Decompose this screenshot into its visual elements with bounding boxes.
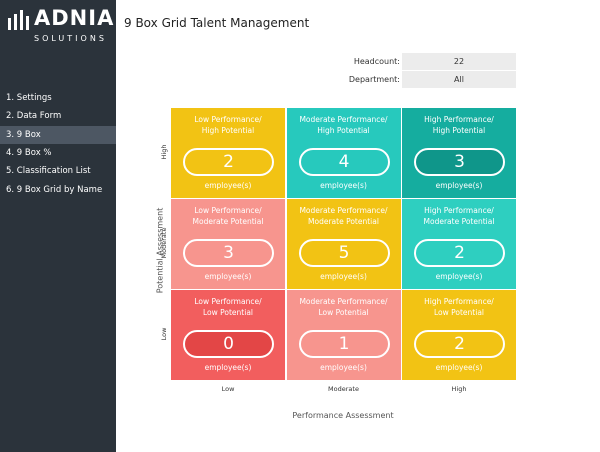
count: 4: [298, 148, 390, 176]
cell-title: Low Potential: [318, 308, 369, 317]
cell-title: Moderate Potential: [308, 217, 379, 226]
cell-title: High Performance/: [424, 115, 494, 124]
grid-cell: High Performance/High Potential 3 employee…: [402, 108, 516, 198]
x-axis-title: Performance Assessment: [292, 411, 394, 420]
cell-title: Moderate Potential: [192, 217, 264, 226]
cell-title: Low Performance/: [194, 115, 262, 124]
field-value: 22: [402, 53, 516, 70]
menu-item[interactable]: 1. Settings: [6, 93, 52, 103]
grid-cell: Low Performance/Moderate Potential 3 emplo…: [171, 199, 285, 289]
title: 9 Box Grid Talent Management: [124, 16, 310, 30]
grid-cell: Moderate Performance/Low Potential 1 emplo…: [286, 290, 401, 380]
count: 0: [183, 330, 274, 358]
menu-item[interactable]: 5. Classification List: [6, 166, 91, 177]
unit: employee(s): [320, 272, 367, 281]
field-label: Headcount:: [353, 57, 400, 66]
cell-title: Moderate Performance/: [299, 297, 388, 306]
count: 2: [414, 330, 505, 358]
cell-title: Moderate Potential: [423, 217, 495, 226]
field-value: All: [402, 71, 516, 88]
unit: employee(s): [204, 363, 252, 372]
logo: ADNIA: [34, 6, 115, 30]
count: 2: [183, 148, 274, 176]
grid-cell: Moderate Performance/High Potential 4 empl…: [286, 108, 401, 198]
unit: employee(s): [320, 363, 367, 372]
menu-item[interactable]: 2. Data Form: [6, 111, 62, 122]
cell-title: Low Performance/: [194, 206, 262, 215]
grid-cell: Moderate Performance/Moderate Potential 5…: [286, 199, 401, 289]
menu-item[interactable]: 3. 9 Box: [0, 125, 116, 144]
unit: employee(s): [204, 272, 252, 281]
cell-title: High Performance/: [424, 206, 494, 215]
sidebar: ADNIA SOLUTIONS 1. Settings 2. Data Form 3…: [0, 0, 116, 452]
cell-title: Low Performance/: [194, 297, 262, 306]
unit: employee(s): [435, 272, 483, 281]
menu-item[interactable]: 4. 9 Box %: [6, 147, 52, 158]
cell-title: Moderate Performance/: [299, 206, 388, 215]
unit: employee(s): [435, 363, 483, 372]
cell-title: Low Potential: [433, 308, 484, 317]
y-label: High: [160, 144, 168, 160]
y-label: Low: [160, 327, 168, 341]
cell-title: Low Potential: [202, 308, 253, 317]
unit: employee(s): [204, 181, 252, 190]
grid-cell: Low Performance/High Potential 2 employee(…: [171, 108, 285, 198]
x-label: High: [451, 385, 467, 393]
cell-title: High Potential: [432, 126, 486, 135]
count: 1: [298, 330, 390, 358]
cell-title: High Performance/: [424, 297, 494, 306]
cell-title: High Potential: [317, 126, 370, 135]
count: 3: [183, 239, 274, 267]
cell-title: Moderate Performance/: [299, 115, 388, 124]
unit: employee(s): [320, 181, 367, 190]
grid-cell: High Performance/Moderate Potential 2 empl…: [402, 199, 516, 289]
x-label: Moderate: [328, 385, 359, 393]
field-label: Department:: [348, 75, 400, 84]
logo-sub: SOLUTIONS: [34, 34, 107, 43]
count: 5: [298, 239, 390, 267]
grid-cell: Low Performance/Low Potential 0 employee(s…: [171, 290, 285, 380]
unit: employee(s): [435, 181, 483, 190]
count: 3: [414, 148, 505, 176]
y-axis-title: Potential Assessment: [155, 207, 165, 294]
cell-title: High Potential: [201, 126, 255, 135]
count: 2: [414, 239, 505, 267]
menu-item[interactable]: 6. 9 Box Grid by Name: [6, 184, 103, 195]
logo-icon: [8, 10, 29, 30]
grid-cell: High Performance/Low Potential 2 employee(…: [402, 290, 516, 380]
x-label: Low: [221, 385, 235, 393]
